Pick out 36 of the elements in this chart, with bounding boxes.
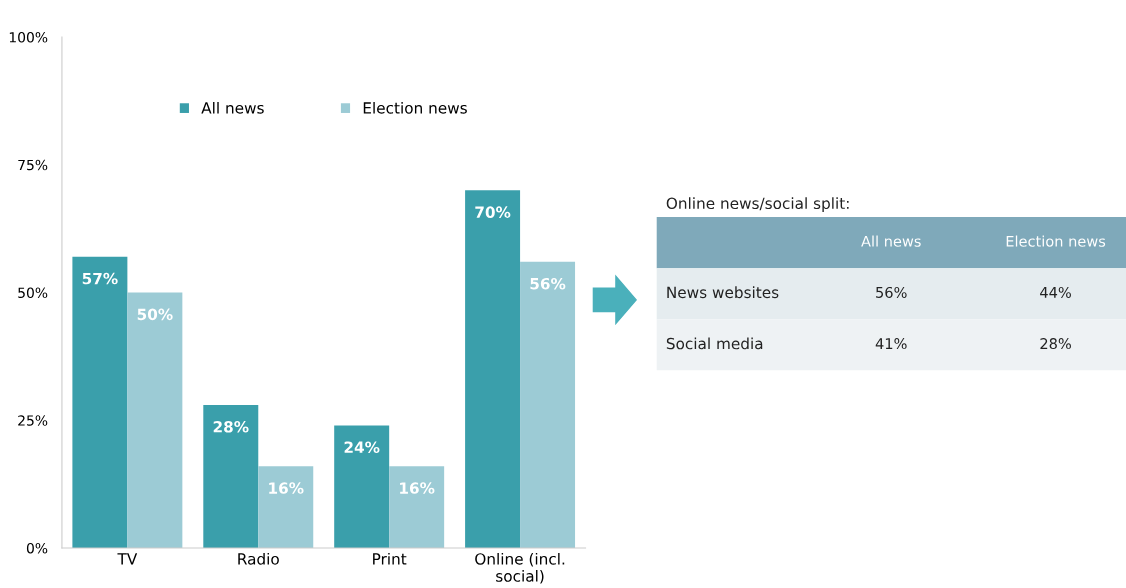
legend-label: Election news: [363, 101, 467, 114]
bar: [389, 466, 445, 549]
y-tick-label: 75%: [18, 159, 48, 171]
text: Online news/social split:: [666, 197, 849, 213]
text: 56%: [876, 286, 907, 298]
category-label: News websites: [667, 286, 779, 299]
category-label: Social media: [666, 337, 763, 350]
x-tick-label: Radio: [238, 552, 279, 565]
text: 56%: [530, 277, 566, 290]
bar: [520, 261, 576, 549]
text: 16%: [269, 482, 304, 494]
bar: [465, 190, 521, 549]
x-tick-label: TV: [117, 553, 138, 565]
x-tick-label: Print: [373, 552, 407, 565]
text: 44%: [1040, 286, 1071, 298]
y-tick-label: 25%: [18, 415, 48, 426]
bar: [72, 256, 128, 549]
text: 57%: [82, 272, 118, 285]
y-tick-label: 100%: [9, 32, 48, 43]
bar: [334, 425, 390, 549]
category-label: All news: [861, 235, 921, 247]
bar: [203, 404, 259, 549]
text: 28%: [1040, 338, 1071, 350]
category-label: Election news: [1006, 235, 1106, 247]
text: 41%: [875, 338, 907, 350]
text: 16%: [400, 482, 435, 494]
text: 70%: [475, 206, 511, 218]
bar: [258, 466, 314, 549]
x-tick-label: Online (incl. social): [475, 552, 565, 584]
y-tick-label: 0%: [26, 542, 48, 554]
legend-label: All news: [201, 101, 264, 114]
text: 50%: [137, 308, 173, 321]
bar: [127, 292, 183, 549]
y-tick-label: 50%: [18, 287, 48, 298]
text: 24%: [344, 441, 380, 453]
text: 28%: [213, 420, 249, 433]
